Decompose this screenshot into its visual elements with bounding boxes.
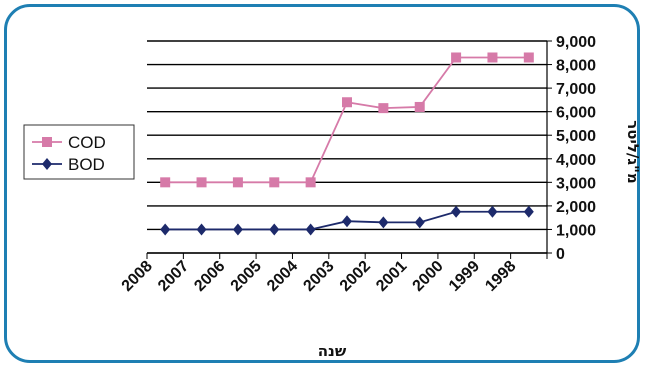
x-tick-label: 2001 <box>373 258 410 295</box>
data-point-cod <box>269 177 280 188</box>
x-axis-ticks: 2008 2007 2006 2005 2004 2003 2002 2001 2000 1999… <box>119 253 548 295</box>
x-axis-title: שנה <box>318 342 347 360</box>
x-tick-label: 2007 <box>155 258 192 295</box>
data-point-bod <box>414 216 425 229</box>
x-tick-label: 2003 <box>300 258 337 295</box>
data-point-cod <box>414 101 425 112</box>
data-point-bod <box>487 205 498 218</box>
data-point-cod <box>232 177 243 188</box>
y-tick-label: 6,000 <box>556 105 596 122</box>
y-tick-label: 7,000 <box>556 81 596 98</box>
y-tick-label: 3,000 <box>556 175 596 192</box>
legend-label-cod: COD <box>68 133 106 152</box>
data-point-cod <box>523 52 534 63</box>
data-point-cod <box>451 52 462 63</box>
legend: COD BOD <box>23 124 135 180</box>
data-point-bod <box>523 205 534 218</box>
x-tick-label: 2005 <box>228 258 265 295</box>
data-point-bod <box>160 223 171 236</box>
legend-marker-cod <box>42 137 52 147</box>
chart-frame <box>4 4 640 363</box>
data-point-bod <box>269 223 280 236</box>
data-point-cod <box>342 97 352 108</box>
legend-box <box>23 124 135 180</box>
data-point-bod <box>342 215 352 228</box>
y-tick-label: 4,000 <box>556 152 596 169</box>
data-point-cod <box>378 103 389 114</box>
data-point-bod <box>196 223 207 236</box>
series-line-cod <box>165 56 529 184</box>
data-point-cod <box>160 177 171 188</box>
x-tick-label: 2008 <box>119 258 156 295</box>
series-layer <box>160 52 534 236</box>
x-tick-label: 2000 <box>410 258 447 295</box>
data-point-cod <box>196 177 207 188</box>
data-point-cod <box>305 177 316 188</box>
y-tick-label: 0 <box>556 246 565 263</box>
data-point-bod <box>378 216 389 229</box>
x-tick-label: 2004 <box>264 258 301 295</box>
x-tick-label: 2002 <box>337 258 374 295</box>
data-point-cod <box>487 52 498 63</box>
data-point-bod <box>232 223 243 236</box>
y-axis-title: מ"ג/ליטר <box>624 120 642 184</box>
x-tick-label: 1999 <box>446 258 483 295</box>
legend-label-bod: BOD <box>68 155 105 174</box>
y-tick-label: 1,000 <box>556 222 596 239</box>
y-axis-ticks: 0 1,000 2,000 3,000 4,000 5,000 6,000 7,000 8,00… <box>547 34 596 263</box>
y-tick-label: 2,000 <box>556 199 596 216</box>
data-point-bod <box>451 205 462 218</box>
y-tick-label: 5,000 <box>556 128 596 145</box>
x-tick-label: 1998 <box>482 258 519 295</box>
data-point-bod <box>305 223 316 236</box>
x-tick-label: 2006 <box>191 258 228 295</box>
y-tick-label: 8,000 <box>556 58 596 75</box>
y-tick-label: 9,000 <box>556 34 596 51</box>
legend-marker-bod <box>42 158 52 170</box>
